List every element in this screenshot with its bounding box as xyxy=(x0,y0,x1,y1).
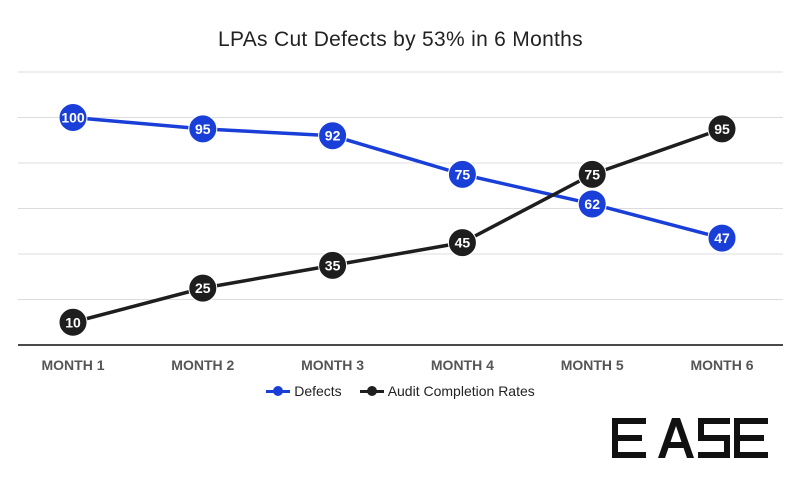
data-point xyxy=(577,189,607,219)
data-label: 75 xyxy=(455,166,471,182)
data-point xyxy=(188,114,218,144)
ease-logo xyxy=(612,418,768,458)
data-point xyxy=(58,307,88,337)
series-line xyxy=(72,127,723,324)
data-label: 47 xyxy=(714,230,730,246)
series-line xyxy=(72,115,723,240)
x-tick-label: MONTH 6 xyxy=(691,357,754,373)
legend-item: Defects xyxy=(266,383,342,399)
data-label: 75 xyxy=(584,166,600,182)
data-label: 92 xyxy=(325,128,341,144)
data-point xyxy=(318,121,348,151)
x-tick-label: MONTH 1 xyxy=(42,357,105,373)
data-label: 95 xyxy=(714,121,730,137)
data-point xyxy=(707,223,737,253)
data-label: 35 xyxy=(325,257,341,273)
data-label: 10 xyxy=(65,314,81,330)
chart-title: LPAs Cut Defects by 53% in 6 Months xyxy=(218,28,583,51)
x-tick-label: MONTH 3 xyxy=(301,357,364,373)
legend-label: Defects xyxy=(294,383,342,399)
data-point xyxy=(188,273,218,303)
data-label: 25 xyxy=(195,280,211,296)
data-point xyxy=(707,114,737,144)
x-tick-label: MONTH 2 xyxy=(171,357,234,373)
x-tick-label: MONTH 5 xyxy=(561,357,624,373)
legend-marker xyxy=(266,385,291,397)
legend-label: Audit Completion Rates xyxy=(387,383,535,399)
data-point xyxy=(447,159,477,189)
chart-legend: Defects Audit Completion Rates xyxy=(0,383,801,399)
data-point xyxy=(577,159,607,189)
data-label: 45 xyxy=(455,235,471,251)
data-label: 95 xyxy=(195,121,211,137)
data-label: 100 xyxy=(61,110,85,126)
legend-item: Audit Completion Rates xyxy=(359,383,535,399)
legend-marker xyxy=(359,385,384,397)
data-point xyxy=(58,103,88,132)
data-point xyxy=(447,228,477,258)
x-tick-label: MONTH 4 xyxy=(431,357,494,373)
data-label: 62 xyxy=(584,196,600,212)
data-point xyxy=(318,250,348,280)
